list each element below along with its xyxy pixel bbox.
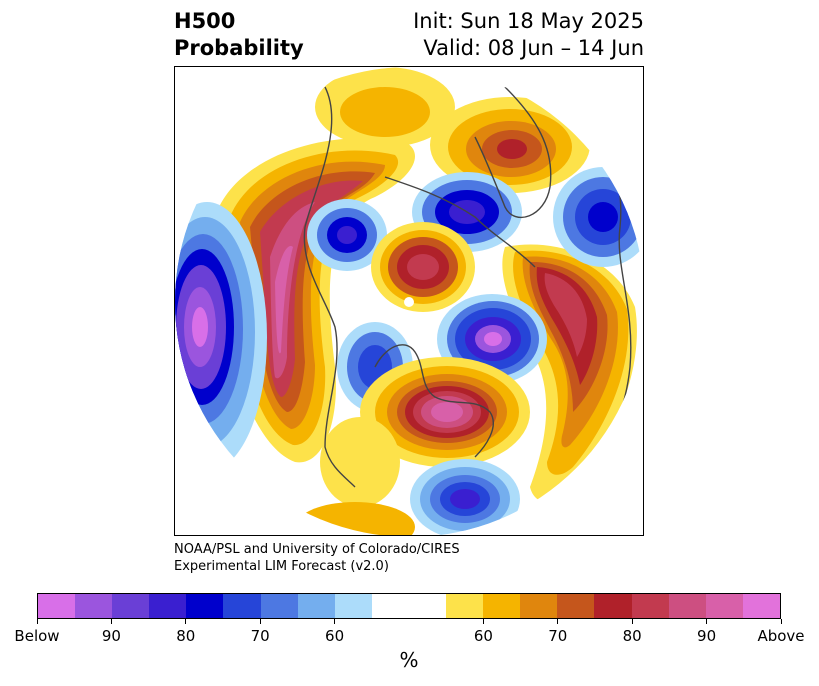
colorbar-swatch [260,594,298,618]
colorbar-swatch [371,594,409,618]
credit-line1: NOAA/PSL and University of Colorado/CIRE… [174,542,460,557]
colorbar-swatch [149,594,187,618]
colorbar-tick-label: 70 [250,627,270,645]
coastline-americas-west [303,86,356,488]
colorbar-swatch [38,594,76,618]
colorbar-swatch [446,594,484,618]
colorbar-tickmark [631,619,633,624]
colorbar-tick-label: 70 [548,627,568,645]
probability-map [174,66,644,536]
colorbar-tick-label: 90 [697,627,717,645]
anomaly-above-western-us [295,417,415,535]
colorbar-tickmark [780,619,782,624]
colorbar-unit: % [399,648,419,672]
colorbar-swatch [297,594,335,618]
colorbar-tickmark [706,619,708,624]
coastline-greenland [474,86,552,218]
colorbar-tickmark [482,619,484,624]
colorbar-swatch [742,594,780,618]
colorbar-tickmark [185,619,187,624]
anomaly-above-central [371,222,475,312]
colorbar-tick-label: Below [14,627,60,645]
colorbar-swatch [408,594,447,618]
coastline-hudson [374,344,494,458]
colorbar-tick-label: 80 [176,627,196,645]
colorbar-swatch [334,594,372,618]
colorbar-tick-label: 60 [325,627,345,645]
anomaly-above-arctic-top [315,67,455,147]
anomaly-below-east-siberia [307,199,387,271]
colorbar-swatch [631,594,669,618]
credit-line2: Experimental LIM Forecast (v2.0) [174,559,389,574]
colorbar-swatch [594,594,632,618]
anomaly-below-east-pacific [410,459,520,535]
init-date: Init: Sun 18 May 2025 [413,9,644,33]
anomaly-above-north-pacific [215,138,415,463]
map-canvas [175,67,643,535]
valid-range: Valid: 08 Jun – 14 Jun [423,36,644,60]
title-variable: H500 [174,9,236,33]
coastline-arctic [384,176,536,268]
colorbar-tickmark [557,619,559,624]
credit-text: NOAA/PSL and University of Colorado/CIRE… [174,541,460,575]
chart-title: H500 Probability [174,8,304,62]
colorbar [37,593,781,619]
anomaly-above-eastern-canada [360,357,530,467]
anomaly-shading [175,67,643,535]
colorbar-swatch [483,594,521,618]
colorbar-tick-label: 90 [101,627,121,645]
colorbar-tickmark [259,619,261,624]
colorbar-swatch [112,594,150,618]
title-quantity: Probability [174,36,304,60]
colorbar-tickmark [36,619,38,624]
colorbar-swatch [75,594,113,618]
colorbar-swatch [186,594,224,618]
colorbar-tickmark [334,619,336,624]
colorbar-tick-label: 80 [622,627,642,645]
colorbar-tick-label: 60 [473,627,493,645]
colorbar-swatch [557,594,595,618]
colorbar-tickmark [110,619,112,624]
colorbar-swatch [520,594,558,618]
colorbar-swatch [705,594,743,618]
colorbar-swatch [223,594,261,618]
colorbar-tick-label: Above [757,627,805,645]
colorbar-swatch [668,594,706,618]
forecast-dates: Init: Sun 18 May 2025 Valid: 08 Jun – 14… [413,8,644,62]
